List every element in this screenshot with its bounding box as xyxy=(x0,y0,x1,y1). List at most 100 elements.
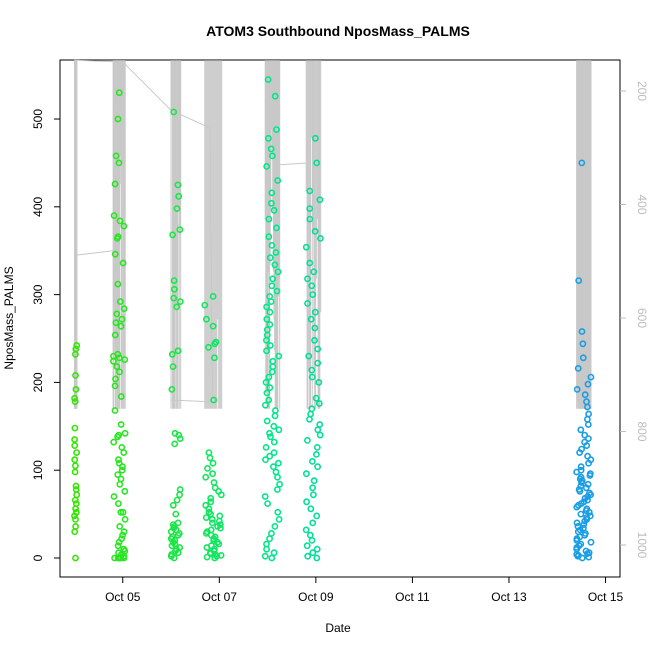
data-point xyxy=(266,535,273,543)
data-point xyxy=(573,519,581,527)
data-point xyxy=(116,480,124,488)
data-point xyxy=(306,415,313,423)
data-point xyxy=(268,152,276,160)
y-tick-label: 500 xyxy=(31,109,45,129)
data-point xyxy=(263,389,271,397)
data-point xyxy=(117,475,125,483)
data-point xyxy=(113,363,121,370)
data-point xyxy=(72,385,80,393)
data-point xyxy=(201,301,209,309)
data-point xyxy=(262,443,270,451)
data-point xyxy=(120,545,128,553)
data-point xyxy=(110,212,118,219)
data-point xyxy=(578,445,585,453)
data-point xyxy=(581,431,589,439)
x-tick-label: Oct 09 xyxy=(298,590,334,604)
data-point xyxy=(110,493,118,500)
y2-tick-label: 600 xyxy=(635,308,649,328)
series-cluster-6 xyxy=(302,134,324,562)
y-axis-label: NposMass_PALMS xyxy=(2,266,16,369)
data-point xyxy=(582,547,590,555)
data-point xyxy=(583,398,590,406)
data-point xyxy=(71,424,79,432)
data-point xyxy=(205,508,213,516)
y-tick-label: 100 xyxy=(31,460,45,480)
data-point xyxy=(273,224,280,232)
data-point xyxy=(73,491,81,499)
data-point xyxy=(173,496,181,504)
data-point xyxy=(170,277,178,284)
data-point xyxy=(121,487,129,495)
data-point xyxy=(266,292,274,300)
data-point xyxy=(267,298,275,305)
data-point xyxy=(574,364,582,372)
data-point xyxy=(118,315,126,323)
data-point xyxy=(579,354,587,362)
data-point xyxy=(117,322,125,330)
x-tick-label: Oct 11 xyxy=(395,590,430,604)
data-point xyxy=(71,468,79,476)
data-point xyxy=(114,115,122,123)
data-point xyxy=(113,310,121,318)
data-point xyxy=(207,494,215,502)
data-point xyxy=(111,250,119,258)
data-point xyxy=(72,482,80,490)
data-point xyxy=(313,554,321,562)
data-point xyxy=(303,436,311,444)
data-point xyxy=(263,540,270,548)
data-point xyxy=(271,407,279,414)
data-point xyxy=(265,373,273,381)
data-point xyxy=(586,470,594,478)
data-point xyxy=(263,347,270,355)
data-point xyxy=(581,438,588,446)
data-point xyxy=(120,222,128,230)
data-point xyxy=(307,505,315,513)
data-point xyxy=(210,354,218,362)
data-point xyxy=(115,354,123,362)
overlay-lines xyxy=(74,59,592,409)
data-point xyxy=(117,393,125,400)
data-point xyxy=(215,487,222,495)
data-point xyxy=(273,287,281,295)
data-point xyxy=(312,450,320,458)
data-point xyxy=(211,484,219,492)
data-point xyxy=(111,331,119,339)
data-point xyxy=(115,89,123,97)
data-point xyxy=(316,196,324,204)
data-point xyxy=(174,347,182,355)
data-point xyxy=(268,189,276,197)
data-point xyxy=(314,359,322,367)
chart-title: ATOM3 Southbound NposMass_PALMS xyxy=(206,23,470,39)
data-point xyxy=(118,466,126,474)
data-point xyxy=(176,435,184,442)
data-point xyxy=(584,415,591,423)
data-point xyxy=(315,400,323,407)
data-point xyxy=(586,512,594,520)
data-point xyxy=(314,426,322,434)
data-point xyxy=(71,528,79,536)
data-point xyxy=(73,449,80,456)
data-point xyxy=(71,394,78,402)
data-point xyxy=(206,454,214,462)
data-point xyxy=(275,352,283,360)
data-point xyxy=(121,516,129,523)
data-point xyxy=(573,385,581,393)
data-point xyxy=(309,519,317,527)
data-point xyxy=(262,378,270,386)
data-point xyxy=(574,523,582,530)
data-point xyxy=(309,549,317,557)
data-point xyxy=(267,530,275,537)
data-point xyxy=(215,517,223,525)
data-point xyxy=(311,134,319,142)
data-point xyxy=(268,368,276,376)
data-point xyxy=(204,464,211,472)
data-point xyxy=(71,436,78,443)
data-point xyxy=(216,521,224,528)
data-point xyxy=(169,231,176,239)
data-point xyxy=(72,554,79,562)
data-point xyxy=(72,486,80,493)
data-point xyxy=(584,380,592,388)
data-point xyxy=(112,319,120,327)
data-point xyxy=(273,126,280,134)
data-point xyxy=(115,459,123,467)
